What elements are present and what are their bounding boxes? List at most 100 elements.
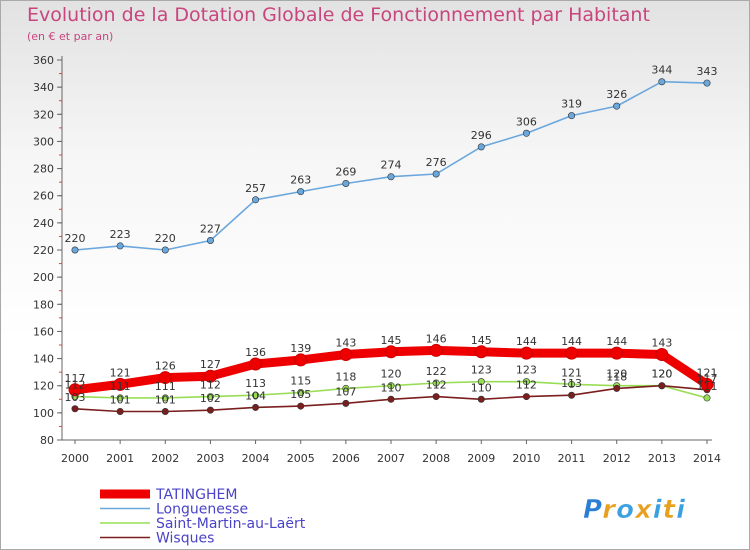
data-point — [474, 345, 488, 359]
y-tick-label: 280 — [33, 163, 54, 176]
data-point — [297, 388, 305, 396]
legend-label: TATINGHEM — [155, 487, 237, 503]
data-label: 111 — [697, 380, 718, 393]
data-label: 102 — [200, 392, 221, 405]
x-tick-label: 2013 — [648, 452, 676, 465]
data-label: 101 — [110, 394, 131, 407]
data-point — [432, 170, 440, 178]
data-point — [206, 406, 214, 414]
data-point — [519, 346, 533, 360]
data-label: 257 — [245, 182, 266, 195]
data-point — [477, 143, 485, 151]
data-label: 223 — [110, 228, 131, 241]
chart-axes: 80 100 120 140 160 180 200 220 240 260 280 300 320 34… — [33, 54, 721, 465]
data-point — [610, 346, 624, 360]
logo-text: Proxiti — [583, 495, 686, 525]
logo-letter: i — [653, 495, 663, 525]
data-label: 145 — [381, 334, 402, 347]
y-tick-label: 80 — [40, 434, 54, 447]
data-label: 110 — [381, 381, 402, 394]
data-label: 121 — [561, 366, 582, 379]
data-label: 101 — [155, 394, 176, 407]
data-label: 276 — [426, 156, 447, 169]
data-label: 120 — [606, 368, 627, 381]
data-label: 296 — [471, 129, 492, 142]
data-point — [71, 246, 79, 254]
x-tick-label: 2002 — [151, 452, 179, 465]
x-tick-label: 2007 — [377, 452, 405, 465]
data-point — [477, 395, 485, 403]
x-tick-label: 2014 — [693, 452, 721, 465]
data-label: 121 — [697, 366, 718, 379]
data-label: 123 — [516, 364, 537, 377]
logo-letter: o — [616, 495, 635, 525]
series-saint-martin-au-laert — [71, 378, 711, 402]
data-point — [703, 394, 711, 402]
data-point — [68, 383, 82, 397]
x-tick-label: 2006 — [332, 452, 360, 465]
data-label: 122 — [426, 365, 447, 378]
data-label: 104 — [245, 389, 266, 402]
data-point — [429, 343, 443, 357]
data-label: 326 — [606, 88, 627, 101]
data-point — [71, 405, 79, 413]
x-tick-label: 2008 — [422, 452, 450, 465]
data-label: 143 — [335, 337, 356, 350]
data-point — [658, 78, 666, 86]
data-label: 220 — [155, 232, 176, 245]
y-tick-label: 240 — [33, 217, 54, 230]
data-label: 343 — [697, 65, 718, 78]
data-point — [522, 129, 530, 137]
data-label: 274 — [381, 159, 402, 172]
data-label: 120 — [651, 368, 672, 381]
data-point — [342, 399, 350, 407]
data-point — [342, 180, 350, 188]
data-label: 118 — [335, 370, 356, 383]
data-label: 263 — [290, 174, 311, 187]
data-point — [432, 393, 440, 401]
x-tick-label: 2009 — [467, 452, 495, 465]
data-label: 105 — [290, 388, 311, 401]
data-point — [297, 402, 305, 410]
data-point — [249, 357, 263, 371]
y-tick-label: 120 — [33, 380, 54, 393]
x-tick-label: 2005 — [287, 452, 315, 465]
series-tatinghem — [68, 343, 714, 397]
data-label: 112 — [65, 379, 86, 392]
x-tick-label: 2011 — [558, 452, 586, 465]
data-point — [658, 382, 666, 390]
data-point — [655, 348, 669, 361]
data-point — [700, 377, 714, 391]
data-point — [252, 403, 260, 411]
data-label: 227 — [200, 223, 221, 236]
y-tick-label: 340 — [33, 81, 54, 94]
proxiti-logo: Proxiti — [583, 495, 686, 526]
data-point — [387, 382, 395, 390]
data-point — [522, 378, 530, 386]
x-tick-label: 2004 — [242, 452, 270, 465]
data-label: 103 — [65, 391, 86, 404]
logo-letter: i — [676, 495, 686, 525]
data-point — [206, 237, 214, 245]
data-label: 112 — [516, 379, 537, 392]
y-tick-label: 260 — [33, 190, 54, 203]
data-point — [161, 407, 169, 415]
logo-letter: r — [602, 495, 617, 525]
data-point — [116, 394, 124, 402]
y-tick-label: 100 — [33, 407, 54, 420]
data-point — [294, 353, 308, 367]
data-point — [116, 407, 124, 415]
data-label: 145 — [471, 334, 492, 347]
data-label: 144 — [561, 335, 582, 348]
data-point — [158, 371, 172, 385]
series-layer — [68, 78, 714, 415]
x-tick-label: 2001 — [106, 452, 134, 465]
data-point — [613, 102, 621, 110]
data-point — [342, 384, 350, 392]
data-point — [387, 395, 395, 403]
data-label: 120 — [381, 368, 402, 381]
data-point — [206, 393, 214, 401]
y-tick-label: 360 — [33, 54, 54, 67]
data-label: 144 — [516, 335, 537, 348]
